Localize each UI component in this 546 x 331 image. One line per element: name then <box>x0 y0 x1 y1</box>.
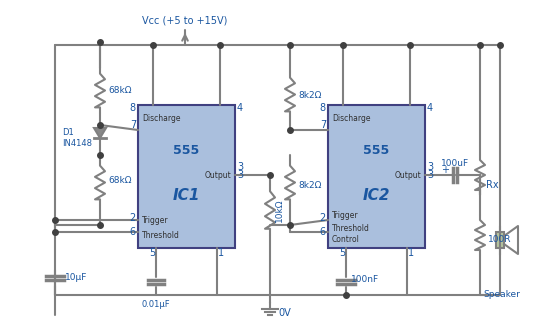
Text: IC1: IC1 <box>173 187 200 203</box>
Text: D1
IN4148: D1 IN4148 <box>62 128 92 148</box>
Text: 3: 3 <box>237 170 243 180</box>
Text: 6: 6 <box>130 227 136 237</box>
Text: Speaker: Speaker <box>484 290 520 299</box>
Text: 4: 4 <box>237 103 243 113</box>
Polygon shape <box>94 128 106 138</box>
Text: +: + <box>441 165 449 175</box>
Text: 10kΩ: 10kΩ <box>275 198 284 222</box>
Bar <box>138 105 235 248</box>
Text: 8: 8 <box>130 103 136 113</box>
Text: 3: 3 <box>427 170 433 180</box>
Text: 68kΩ: 68kΩ <box>108 85 132 94</box>
Text: Trigger: Trigger <box>142 215 169 224</box>
Text: 3: 3 <box>237 162 243 172</box>
Text: Output: Output <box>394 170 421 179</box>
Text: 8: 8 <box>320 103 326 113</box>
Text: 5: 5 <box>339 248 345 258</box>
Text: 68kΩ: 68kΩ <box>108 175 132 184</box>
Text: 100nF: 100nF <box>351 275 379 285</box>
Text: Threshold: Threshold <box>332 223 370 232</box>
Text: 5: 5 <box>149 248 155 258</box>
Text: 0V: 0V <box>278 308 291 318</box>
Text: 1: 1 <box>218 248 224 258</box>
Text: 100uF: 100uF <box>441 159 469 168</box>
Text: 2: 2 <box>130 213 136 223</box>
Text: 7: 7 <box>320 120 326 130</box>
Bar <box>328 105 425 248</box>
Text: 10μF: 10μF <box>65 273 87 282</box>
Text: 1: 1 <box>408 248 414 258</box>
Text: 2: 2 <box>320 213 326 223</box>
Text: 3: 3 <box>427 162 433 172</box>
Text: 555: 555 <box>174 144 200 157</box>
Text: 8k2Ω: 8k2Ω <box>298 180 322 190</box>
Text: Discharge: Discharge <box>332 114 371 122</box>
Text: Trigger: Trigger <box>332 211 359 219</box>
Bar <box>496 232 504 248</box>
Text: Output: Output <box>204 170 231 179</box>
Text: Discharge: Discharge <box>142 114 181 122</box>
Text: 0.01μF: 0.01μF <box>142 300 170 309</box>
Text: Threshold: Threshold <box>142 230 180 240</box>
Text: Vcc (+5 to +15V): Vcc (+5 to +15V) <box>143 15 228 25</box>
Text: 555: 555 <box>364 144 390 157</box>
Text: 8k2Ω: 8k2Ω <box>298 90 322 100</box>
Text: Control: Control <box>332 235 360 245</box>
Text: 100R: 100R <box>488 235 512 245</box>
Text: IC2: IC2 <box>363 187 390 203</box>
Text: 4: 4 <box>427 103 433 113</box>
Text: 6: 6 <box>320 227 326 237</box>
Text: Rx: Rx <box>486 180 498 190</box>
Text: 7: 7 <box>130 120 136 130</box>
